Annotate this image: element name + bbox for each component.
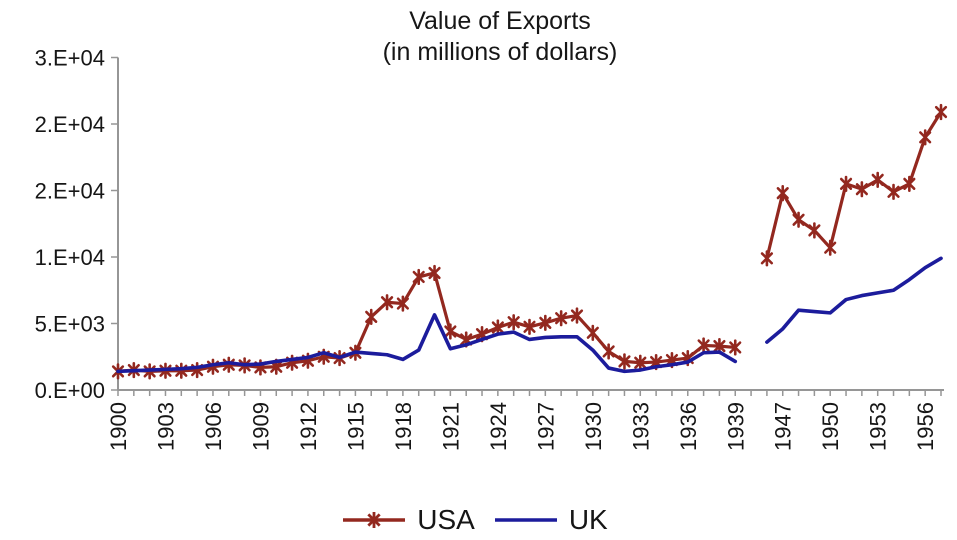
usa-data-point-marker bbox=[365, 310, 378, 323]
x-tick-label: 1900 bbox=[106, 402, 131, 451]
usa-data-point-marker bbox=[887, 185, 900, 198]
x-tick-label: 1936 bbox=[676, 402, 701, 451]
usa-swatch-graphic bbox=[343, 512, 406, 528]
usa-data-point-marker bbox=[507, 316, 520, 329]
x-tick-label: 1953 bbox=[866, 402, 891, 451]
y-tick-label: 0.E+00 bbox=[35, 378, 105, 403]
usa-data-point-marker bbox=[934, 105, 948, 119]
usa-data-point-marker bbox=[444, 325, 457, 338]
x-tick-label: 1939 bbox=[723, 402, 748, 451]
usa-data-point-marker bbox=[824, 241, 837, 254]
legend-label-uk: UK bbox=[568, 504, 608, 535]
y-tick-label: 2.E+04 bbox=[35, 179, 105, 204]
usa-data-point-marker bbox=[602, 345, 615, 358]
uk-swatch-graphic bbox=[494, 518, 557, 522]
usa-data-point-marker bbox=[634, 356, 647, 369]
x-tick-label: 1950 bbox=[818, 402, 843, 451]
x-tick-label: 1918 bbox=[391, 402, 416, 451]
x-tick-label: 1956 bbox=[913, 402, 938, 451]
usa-data-point-marker bbox=[618, 355, 631, 368]
legend-label-usa: USA bbox=[417, 504, 475, 535]
y-tick-label: 2.E+04 bbox=[35, 112, 105, 137]
chart-title-block: Value of Exports (in millions of dollars… bbox=[80, 6, 920, 68]
y-tick-label: 5.E+03 bbox=[35, 312, 105, 337]
chart-title: Value of Exports bbox=[409, 7, 591, 35]
x-tick-label: 1909 bbox=[248, 402, 273, 451]
usa-data-point-marker bbox=[792, 213, 805, 226]
usa-series-marker-icon bbox=[341, 508, 407, 532]
usa-data-point-marker bbox=[555, 312, 568, 325]
usa-data-point-marker bbox=[396, 297, 409, 310]
usa-data-point-marker bbox=[760, 252, 774, 265]
x-tick-label: 1912 bbox=[296, 402, 321, 451]
usa-data-point-marker bbox=[491, 321, 504, 334]
series-usa-line bbox=[765, 110, 943, 260]
usa-data-point-marker bbox=[919, 131, 932, 144]
usa-data-point-marker bbox=[871, 173, 884, 186]
usa-data-point-marker bbox=[412, 270, 425, 284]
x-tick-label: 1933 bbox=[628, 402, 653, 451]
usa-data-point-marker bbox=[713, 340, 726, 353]
usa-data-point-marker bbox=[270, 360, 283, 373]
uk-series-line-icon bbox=[493, 508, 559, 532]
x-tick-label: 1921 bbox=[438, 402, 463, 451]
usa-data-point-marker bbox=[729, 341, 742, 354]
usa-data-point-marker bbox=[808, 224, 821, 237]
usa-data-point-marker bbox=[460, 333, 473, 346]
y-tick-label: 3.E+04 bbox=[35, 46, 105, 71]
x-tick-label: 1924 bbox=[486, 402, 511, 451]
usa-data-point-marker bbox=[539, 316, 552, 329]
usa-data-point-marker bbox=[523, 320, 536, 333]
y-tick-label: 1.E+04 bbox=[35, 245, 105, 270]
usa-data-point-marker bbox=[855, 183, 868, 196]
series-uk-line bbox=[765, 256, 943, 344]
chart-subtitle: (in millions of dollars) bbox=[382, 38, 618, 66]
series-usa-line bbox=[116, 271, 737, 373]
usa-data-point-marker bbox=[650, 355, 663, 369]
usa-data-point-marker bbox=[903, 177, 916, 190]
x-tick-label: 1930 bbox=[581, 402, 606, 451]
series-uk-line bbox=[116, 313, 738, 374]
usa-data-point-marker bbox=[380, 296, 394, 309]
x-tick-label: 1927 bbox=[533, 402, 558, 451]
usa-data-point-marker bbox=[665, 353, 679, 367]
usa-data-point-marker bbox=[570, 309, 584, 322]
x-tick-label: 1915 bbox=[343, 402, 368, 451]
x-tick-label: 1947 bbox=[771, 402, 796, 451]
x-tick-label: 1903 bbox=[153, 402, 178, 451]
usa-data-point-marker bbox=[586, 326, 599, 339]
usa-data-point-marker bbox=[428, 266, 441, 280]
usa-data-point-marker bbox=[839, 177, 853, 190]
legend: USA UK bbox=[0, 504, 957, 536]
usa-data-point-marker bbox=[697, 339, 710, 352]
usa-data-point-marker bbox=[776, 187, 789, 200]
x-tick-label: 1906 bbox=[201, 402, 226, 451]
usa-data-point-marker bbox=[475, 328, 489, 341]
